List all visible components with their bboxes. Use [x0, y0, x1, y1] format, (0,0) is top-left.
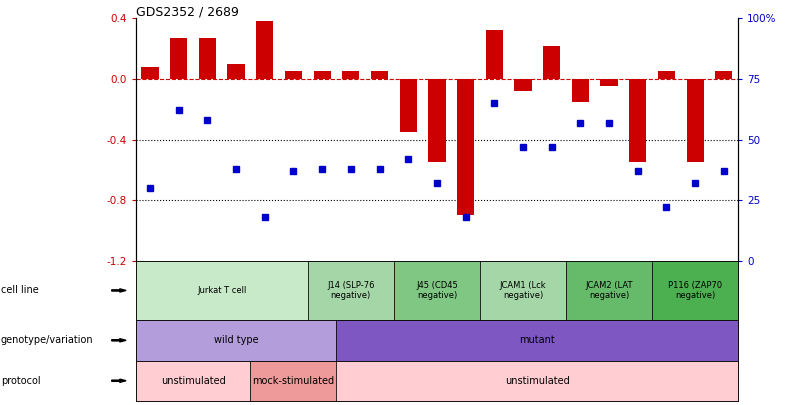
Bar [136, 360, 251, 401]
Bar [308, 261, 394, 320]
Bar [486, 30, 503, 79]
Bar [457, 79, 474, 215]
Text: GDS2352 / 2689: GDS2352 / 2689 [136, 5, 239, 18]
Bar [136, 320, 337, 360]
Text: Jurkat T cell: Jurkat T cell [197, 286, 247, 295]
Bar [227, 64, 245, 79]
Text: JCAM1 (Lck
negative): JCAM1 (Lck negative) [500, 281, 547, 300]
Text: cell line: cell line [1, 286, 38, 295]
Bar [715, 71, 733, 79]
Bar [480, 261, 566, 320]
Text: genotype/variation: genotype/variation [1, 335, 93, 345]
Bar [256, 21, 274, 79]
Bar [515, 79, 531, 91]
Text: wild type: wild type [214, 335, 259, 345]
Text: protocol: protocol [1, 376, 41, 386]
Text: mock-stimulated: mock-stimulated [252, 376, 334, 386]
Text: P116 (ZAP70
negative): P116 (ZAP70 negative) [668, 281, 722, 300]
Bar [314, 71, 330, 79]
Text: J14 (SLP-76
negative): J14 (SLP-76 negative) [327, 281, 374, 300]
Bar [658, 71, 675, 79]
Bar [371, 71, 388, 79]
Bar [571, 79, 589, 102]
Bar [400, 79, 417, 132]
Bar [337, 320, 738, 360]
Text: JCAM2 (LAT
negative): JCAM2 (LAT negative) [585, 281, 633, 300]
Bar [342, 71, 359, 79]
Bar [170, 38, 188, 79]
Bar [199, 38, 216, 79]
Bar [543, 45, 560, 79]
Bar [686, 79, 704, 162]
Bar [600, 79, 618, 86]
Bar [251, 360, 337, 401]
Bar [629, 79, 646, 162]
Bar [429, 79, 445, 162]
Text: unstimulated: unstimulated [160, 376, 225, 386]
Bar [394, 261, 480, 320]
Bar [652, 261, 738, 320]
Text: unstimulated: unstimulated [505, 376, 570, 386]
Bar [337, 360, 738, 401]
Bar [141, 67, 159, 79]
Bar [136, 261, 308, 320]
Text: mutant: mutant [519, 335, 555, 345]
Text: J45 (CD45
negative): J45 (CD45 negative) [416, 281, 458, 300]
Bar [566, 261, 652, 320]
Bar [285, 71, 302, 79]
